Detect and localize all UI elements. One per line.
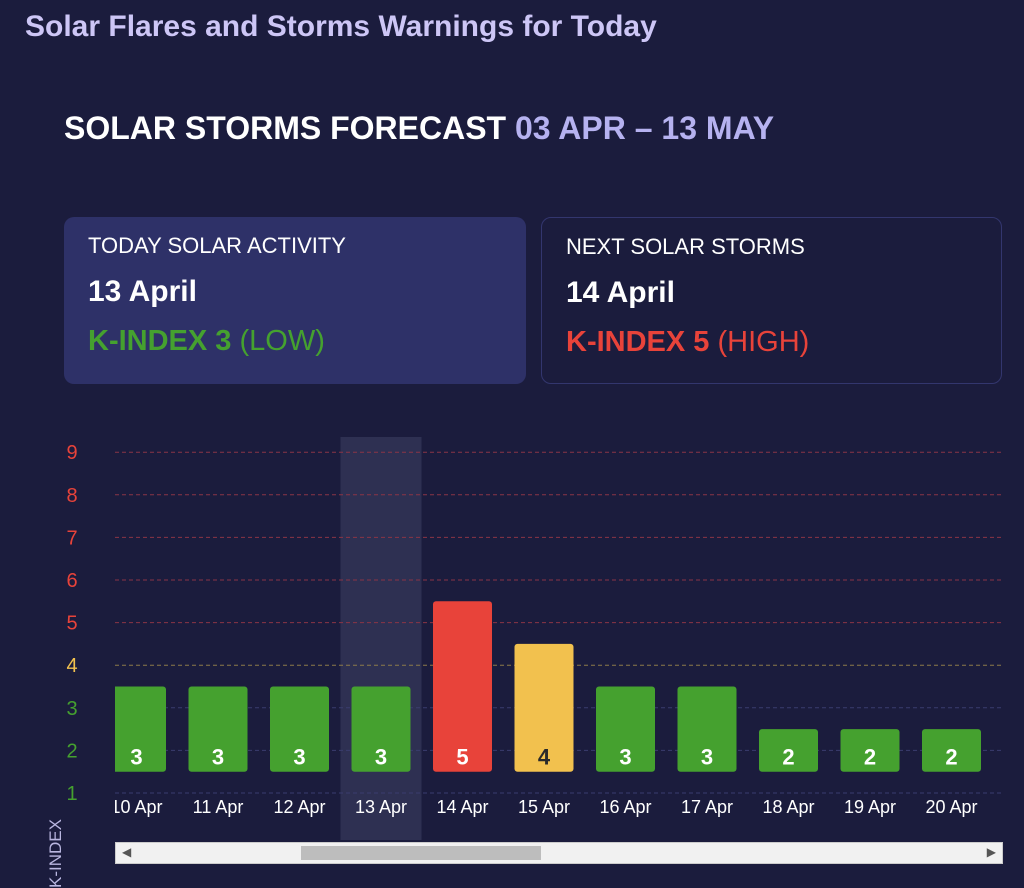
today-level: (LOW) xyxy=(239,325,325,357)
x-tick-label: 14 Apr xyxy=(436,797,488,817)
today-activity-card: TODAY SOLAR ACTIVITY 13 April K-INDEX 3 … xyxy=(64,217,526,384)
bar-value-label: 2 xyxy=(945,745,957,770)
page-title: Solar Flares and Storms Warnings for Tod… xyxy=(25,10,657,43)
bar-value-label: 2 xyxy=(864,745,876,770)
y-axis-label: K-INDEX xyxy=(46,819,65,888)
bar[interactable] xyxy=(677,686,737,772)
x-tick-label: 20 Apr xyxy=(925,797,977,817)
x-tick-label: 18 Apr xyxy=(762,797,814,817)
bar[interactable] xyxy=(433,601,492,772)
y-tick-label: 4 xyxy=(66,655,77,677)
bar-value-label: 3 xyxy=(619,745,631,770)
y-tick-label: 9 xyxy=(66,442,77,464)
x-tick-label: 10 Apr xyxy=(110,797,162,817)
x-tick-label: 12 Apr xyxy=(273,797,325,817)
kindex-bar-chart: 1 2 3 4 5 6 7 8 9 3 10 Apr 3 11 Apr 3 12 Apr 3 13 Apr 5 14… xyxy=(66,437,1024,840)
bar-value-label: 4 xyxy=(538,745,551,770)
bar-value-label: 3 xyxy=(375,745,387,770)
bar[interactable] xyxy=(1004,729,1024,772)
x-tick-label: 15 Apr xyxy=(518,797,570,817)
today-kindex: K-INDEX 3 (LOW) xyxy=(88,325,502,358)
y-tick-label: 5 xyxy=(66,613,77,635)
bar-value-label: 3 xyxy=(130,745,142,770)
bar[interactable] xyxy=(759,729,818,772)
y-tick-label: 3 xyxy=(66,698,77,720)
today-kindex-value: K-INDEX 3 xyxy=(88,325,232,357)
bar[interactable] xyxy=(922,729,981,772)
bar[interactable] xyxy=(351,686,411,772)
y-tick-label: 2 xyxy=(66,740,77,762)
bar-value-label: 3 xyxy=(701,745,713,770)
scrollbar-thumb[interactable] xyxy=(301,846,541,860)
next-label: NEXT SOLAR STORMS xyxy=(566,234,805,259)
bar[interactable] xyxy=(188,686,248,772)
bar-value-label: 5 xyxy=(456,745,468,770)
y-tick-label: 1 xyxy=(66,783,77,805)
next-date: 14 April xyxy=(566,276,675,309)
today-date: 13 April xyxy=(88,275,197,308)
x-tick-label: 17 Apr xyxy=(681,797,733,817)
scroll-right-icon[interactable]: ▶ xyxy=(986,845,996,859)
y-tick-label: 6 xyxy=(66,570,77,592)
y-tick-label: 7 xyxy=(66,527,77,549)
bar-value-label: 3 xyxy=(293,745,305,770)
x-tick-label: 19 Apr xyxy=(844,797,896,817)
forecast-range: 03 APR – 13 MAY xyxy=(514,110,775,146)
highlight-column xyxy=(340,437,422,840)
bar[interactable] xyxy=(596,686,655,772)
y-tick-label: 8 xyxy=(66,485,77,507)
bar[interactable] xyxy=(270,686,329,772)
next-kindex: K-INDEX 5 (HIGH) xyxy=(566,326,977,359)
x-tick-label: 21 Apr xyxy=(1007,797,1024,817)
bar[interactable] xyxy=(107,686,166,772)
x-tick-label: 16 Apr xyxy=(599,797,651,817)
next-level: (HIGH) xyxy=(717,326,810,358)
bar[interactable] xyxy=(840,729,900,772)
forecast-heading: SOLAR STORMS FORECAST 03 APR – 13 MAY xyxy=(64,110,774,147)
forecast-label: SOLAR STORMS FORECAST xyxy=(64,110,507,146)
bar-value-label: 3 xyxy=(212,745,224,770)
bar-value-label: 2 xyxy=(782,745,794,770)
scroll-left-icon[interactable]: ◀ xyxy=(122,845,132,859)
x-tick-label: 13 Apr xyxy=(355,797,407,817)
next-kindex-value: K-INDEX 5 xyxy=(566,326,710,358)
next-storms-card: NEXT SOLAR STORMS 14 April K-INDEX 5 (HI… xyxy=(541,217,1002,384)
chart-scrollbar[interactable]: ◀ ▶ xyxy=(115,842,1003,864)
today-label: TODAY SOLAR ACTIVITY xyxy=(88,233,346,258)
bar[interactable] xyxy=(514,643,574,772)
x-tick-label: 11 Apr xyxy=(193,797,244,817)
